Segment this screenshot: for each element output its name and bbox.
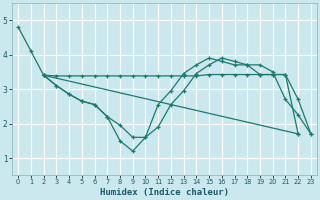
X-axis label: Humidex (Indice chaleur): Humidex (Indice chaleur) xyxy=(100,188,229,197)
